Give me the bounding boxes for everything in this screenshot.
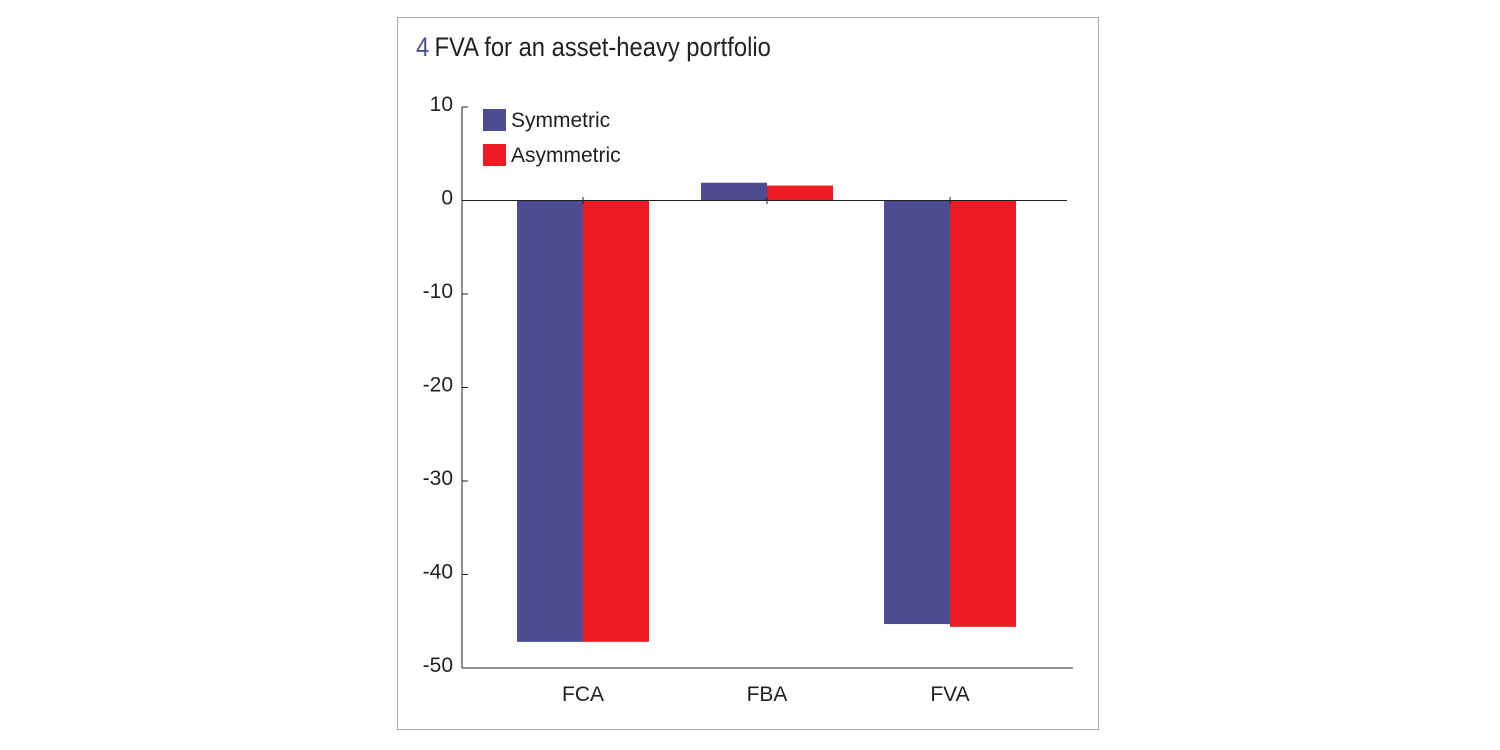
bar-symmetric-fva bbox=[884, 200, 950, 625]
y-tick-label: 10 bbox=[430, 93, 453, 116]
legend: Symmetric Asymmetric bbox=[483, 109, 621, 167]
bar-asymmetric-fca bbox=[583, 200, 649, 642]
figure-number: 4 bbox=[416, 32, 430, 62]
bar-asymmetric-fva bbox=[950, 200, 1016, 627]
y-tick-label: -20 bbox=[423, 374, 453, 397]
x-ticks-group: FCA FBA FVA bbox=[562, 197, 970, 706]
chart-title: 4 FVA for an asset-heavy portfolio bbox=[416, 32, 771, 63]
y-tick-label: -40 bbox=[423, 561, 453, 584]
x-tick-label-fba: FBA bbox=[747, 683, 788, 706]
x-tick-label-fca: FCA bbox=[562, 683, 604, 706]
x-tick-label-fva: FVA bbox=[930, 683, 969, 706]
legend-label-asymmetric: Asymmetric bbox=[511, 144, 621, 167]
legend-swatch-asymmetric bbox=[483, 144, 506, 166]
y-tick-label: -30 bbox=[423, 467, 453, 490]
legend-label-symmetric: Symmetric bbox=[511, 109, 610, 132]
y-ticks-group: 10 0 -10 -20 -30 -40 -50 bbox=[423, 93, 468, 677]
figure-title: FVA for an asset-heavy portfolio bbox=[434, 32, 771, 62]
bars-group bbox=[517, 182, 1016, 642]
y-tick-label: -50 bbox=[423, 654, 453, 677]
legend-swatch-symmetric bbox=[483, 109, 506, 131]
y-tick-label: 0 bbox=[441, 187, 453, 210]
y-tick-label: -10 bbox=[423, 280, 453, 303]
bar-asymmetric-fba bbox=[767, 185, 833, 201]
bar-symmetric-fca bbox=[517, 200, 583, 642]
bar-symmetric-fba bbox=[701, 182, 767, 201]
